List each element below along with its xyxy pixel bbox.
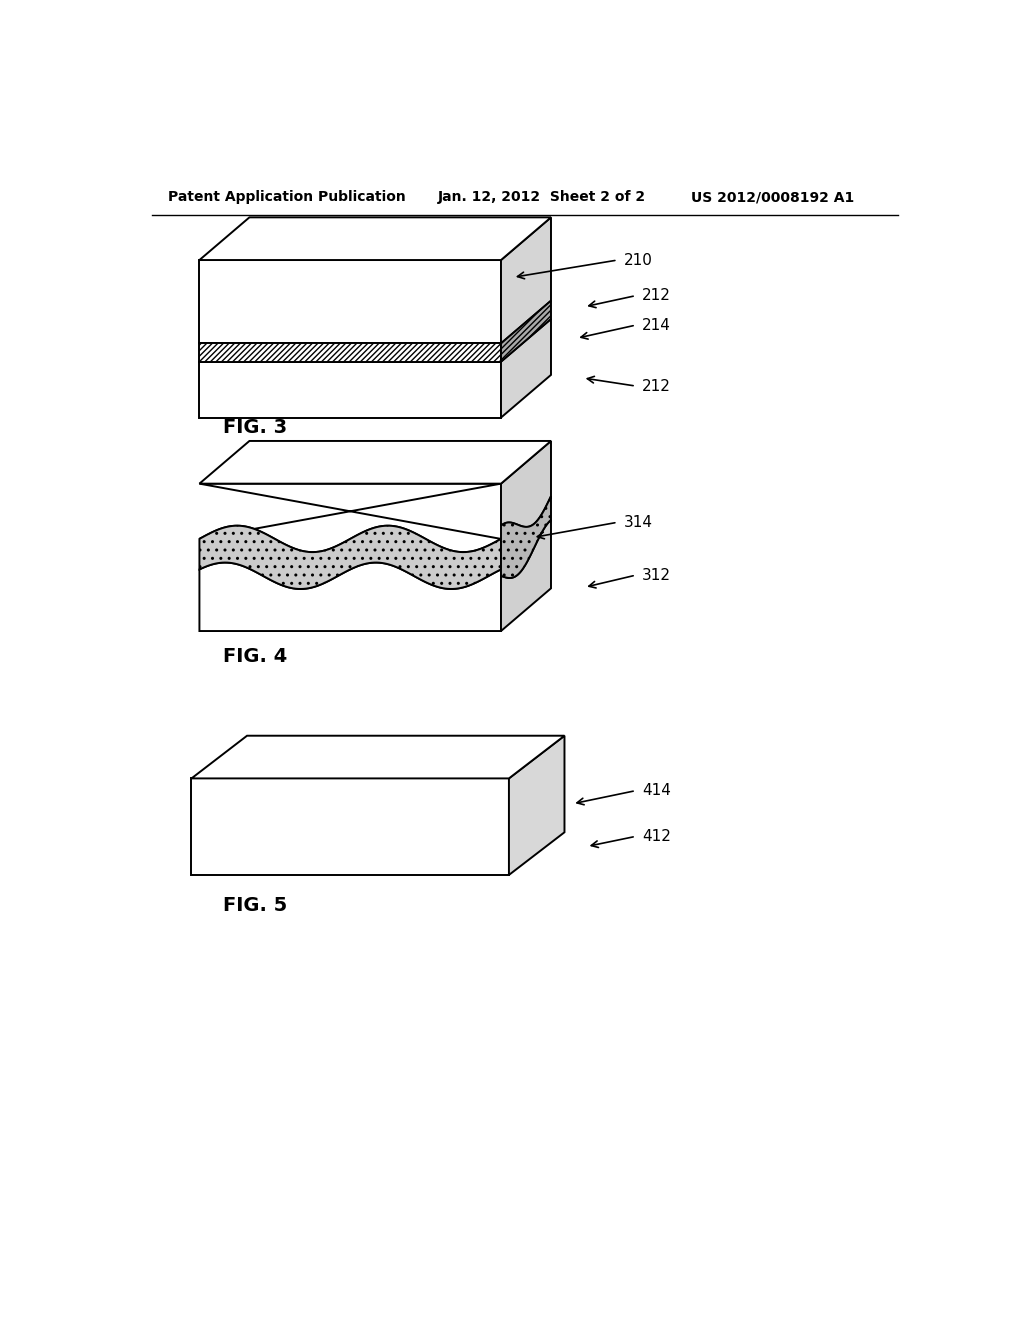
Polygon shape [509,735,564,875]
Polygon shape [200,362,501,417]
Polygon shape [501,496,551,578]
Text: 212: 212 [642,288,671,304]
Text: 414: 414 [642,783,671,799]
Text: Jan. 12, 2012  Sheet 2 of 2: Jan. 12, 2012 Sheet 2 of 2 [437,190,645,205]
Polygon shape [200,260,501,343]
Polygon shape [200,562,501,631]
Text: 210: 210 [624,252,653,268]
Text: FIG. 5: FIG. 5 [223,896,288,915]
Text: FIG. 4: FIG. 4 [223,647,288,665]
Text: 314: 314 [624,515,653,529]
Polygon shape [501,319,551,417]
Polygon shape [501,218,551,343]
Text: 214: 214 [642,318,671,333]
Text: 412: 412 [642,829,671,843]
Polygon shape [501,520,551,631]
Text: US 2012/0008192 A1: US 2012/0008192 A1 [691,190,855,205]
Polygon shape [191,779,509,875]
Polygon shape [501,301,551,362]
Text: 212: 212 [642,379,671,393]
Text: FIG. 3: FIG. 3 [223,418,288,437]
Polygon shape [200,525,501,589]
Polygon shape [191,735,564,779]
Polygon shape [200,218,551,260]
Polygon shape [501,441,551,527]
Text: Patent Application Publication: Patent Application Publication [168,190,406,205]
Polygon shape [200,483,501,552]
Text: 312: 312 [642,568,672,582]
Polygon shape [200,343,501,362]
Polygon shape [200,441,551,483]
